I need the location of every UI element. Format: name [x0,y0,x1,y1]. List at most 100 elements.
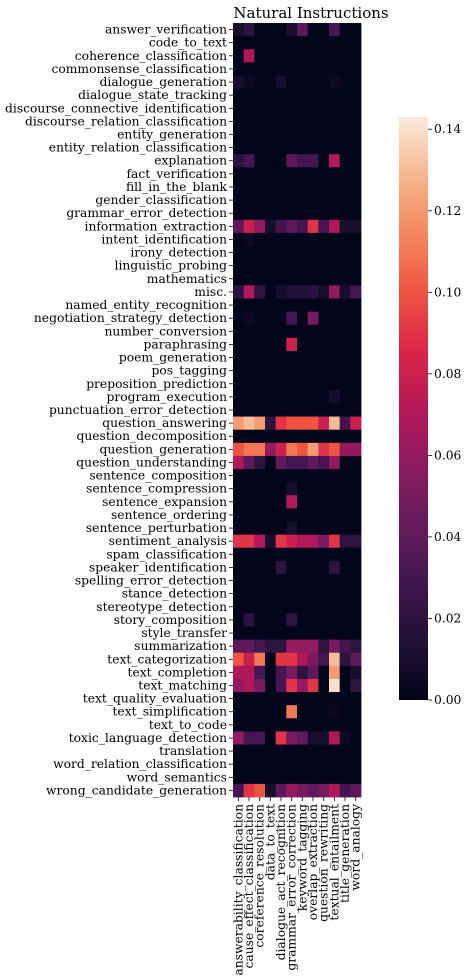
heatmap-cell [254,652,266,667]
heatmap-cell [350,652,362,667]
heatmap-cell [243,613,255,627]
heatmap-cell [265,547,277,562]
heatmap-cell [350,770,362,785]
heatmap-cell [254,613,266,627]
heatmap-cell [307,167,319,181]
heatmap-cell [307,232,319,247]
heatmap-cell [307,560,319,575]
heatmap-cell [265,206,277,221]
heatmap-cell [243,324,255,339]
heatmap-cell [265,692,277,706]
heatmap-cell [233,75,245,89]
row-label: sentiment_analysis [109,534,227,548]
heatmap-cell [233,521,245,536]
heatmap-cell [339,416,351,431]
heatmap-cell [307,88,319,103]
heatmap-cell [286,495,298,509]
heatmap-cell [265,744,277,759]
heatmap-cell [275,259,287,273]
heatmap-cell [286,49,298,63]
heatmap-cell [265,114,277,129]
row-label: question_decomposition [76,429,227,443]
row-label: dialogue_generation [100,75,228,89]
heatmap-cell [318,337,330,352]
heatmap-cell [233,364,245,378]
heatmap-cell [339,455,351,470]
heatmap-cell [318,311,330,326]
heatmap-cell [297,101,309,116]
heatmap-cell [318,678,330,693]
heatmap-cell [350,154,362,168]
heatmap-cell [265,127,277,142]
heatmap-cell [243,88,255,103]
heatmap-cell [286,285,298,299]
heatmap-cell [329,495,341,509]
heatmap-cell [286,62,298,76]
colorbar-tick-label: 0.06 [434,448,462,462]
heatmap-cell [243,114,255,129]
heatmap-cell [275,573,287,588]
heatmap-cell [339,469,351,483]
heatmap-cell [350,757,362,772]
heatmap-cell [254,429,266,444]
heatmap-cell [265,534,277,549]
heatmap-cell [286,455,298,470]
heatmap-cell [339,718,351,732]
heatmap-cell [307,272,319,286]
heatmap-cell [243,36,255,50]
heatmap-cell [233,337,245,352]
heatmap-cell [318,298,330,313]
heatmap-cell [243,442,255,457]
heatmap-cell [318,600,330,614]
heatmap-cell [265,219,277,234]
heatmap-cell [339,600,351,614]
heatmap-cell [243,429,255,444]
heatmap-cell [275,75,287,89]
heatmap-cell [286,770,298,785]
heatmap-cell [275,337,287,352]
heatmap-cell [297,232,309,247]
heatmap-cell [350,665,362,680]
heatmap-cell [350,259,362,273]
heatmap-cell [297,49,309,63]
heatmap-cell [243,455,255,470]
heatmap-cell [307,337,319,352]
heatmap-cell [329,62,341,76]
heatmap-cell [339,403,351,417]
column-label: cause_effect_classification [242,804,256,969]
heatmap-cell [307,62,319,76]
heatmap-cell [297,23,309,37]
heatmap-cell [297,442,309,457]
heatmap-cell [286,337,298,352]
heatmap-cell [339,705,351,719]
heatmap-cell [265,377,277,391]
heatmap-cell [254,246,266,260]
heatmap-cell [318,705,330,719]
heatmap-cell [286,272,298,286]
heatmap-cell [254,101,266,116]
heatmap-cell [233,626,245,640]
heatmap-cell [275,114,287,129]
heatmap-cell [297,587,309,601]
heatmap-cell [318,114,330,129]
heatmap-cell [275,390,287,404]
heatmap-cell [275,311,287,326]
heatmap-cell [275,783,287,798]
heatmap-cell [297,337,309,352]
heatmap-cell [243,482,255,496]
heatmap-cell [297,639,309,654]
heatmap-cell [318,692,330,706]
heatmap-cell [329,377,341,391]
heatmap-cell [254,141,266,155]
heatmap-cell [339,246,351,260]
heatmap-cell [275,298,287,313]
heatmap-cell [350,23,362,37]
heatmap-cell [318,783,330,798]
row-label: answer_verification [105,23,227,37]
heatmap-cell [275,626,287,640]
heatmap-cell [233,49,245,63]
heatmap-cell [286,547,298,562]
column-label: coreference_resolution [253,804,267,948]
heatmap-cell [318,665,330,680]
heatmap-cell [286,639,298,654]
